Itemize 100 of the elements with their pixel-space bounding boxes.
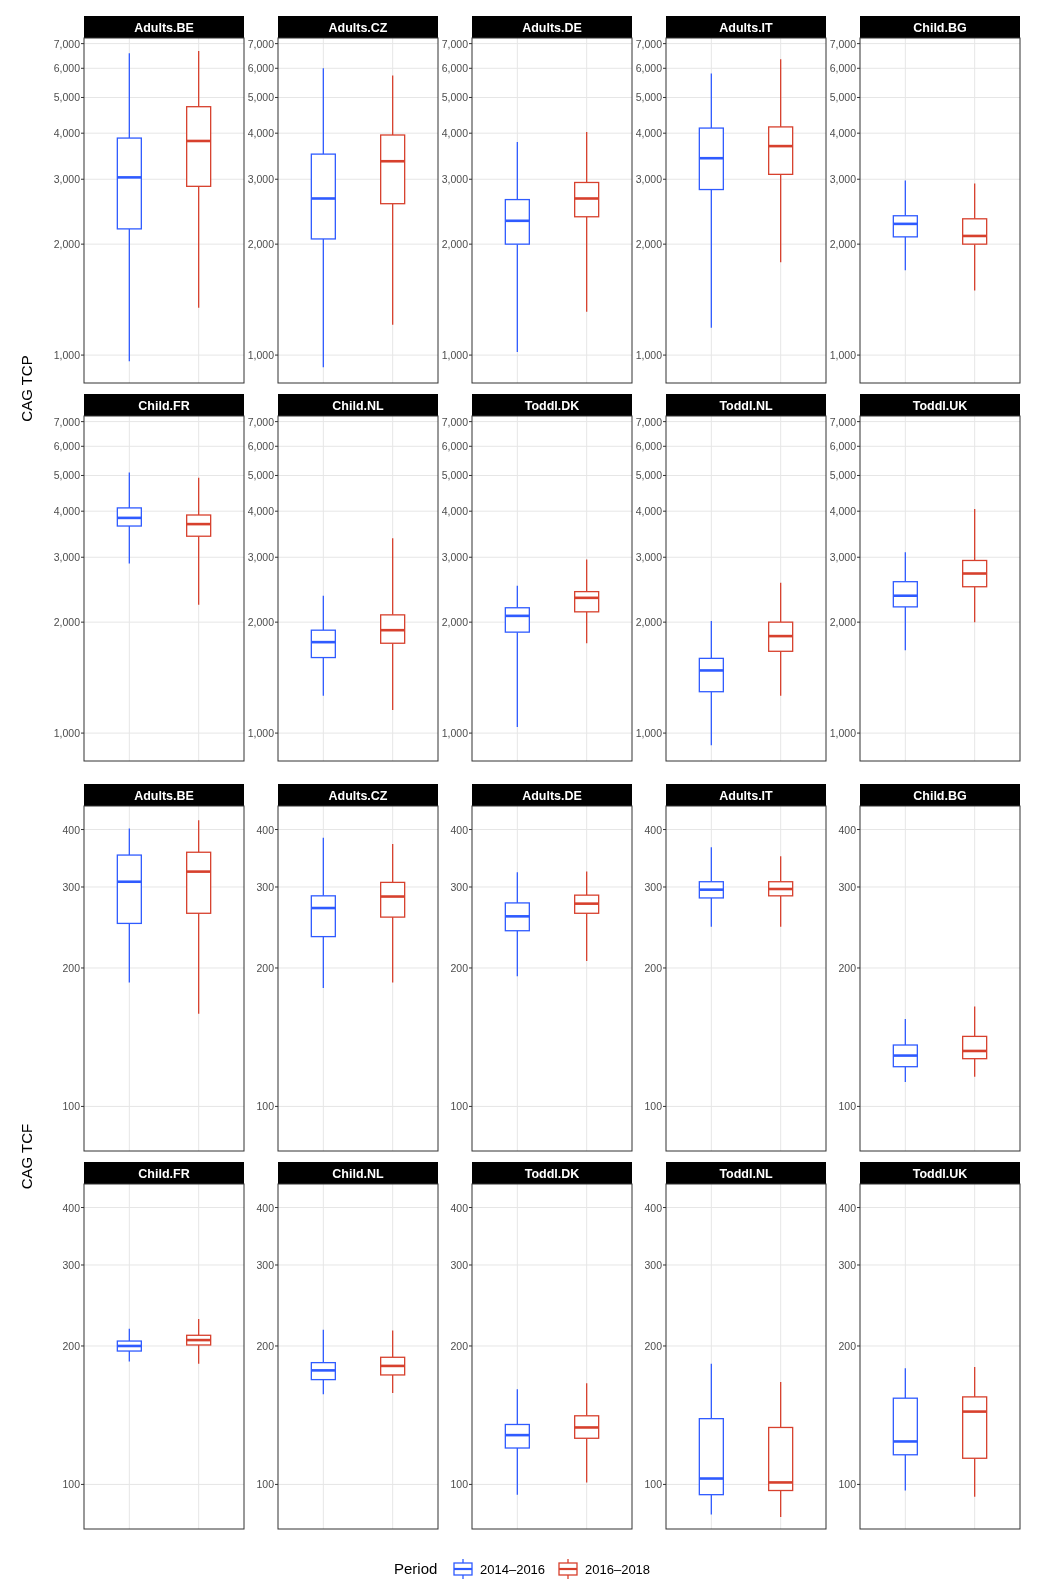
y-tick-label: 3,000 <box>635 551 663 564</box>
y-tick-label: 1,000 <box>635 349 663 362</box>
chart-title: Child.BG <box>913 788 967 803</box>
y-tick-label: 300 <box>62 1258 81 1271</box>
y-tick-label: 6,000 <box>635 440 663 453</box>
y-tick-label: 400 <box>644 1201 663 1214</box>
y-tick-label: 300 <box>838 1258 857 1271</box>
y-tick-label: 3,000 <box>53 173 81 186</box>
chart-title: Toddl.DK <box>524 1166 580 1181</box>
y-tick-label: 100 <box>838 1100 857 1113</box>
y-tick-label: 7,000 <box>53 37 81 50</box>
y-tick-label: 5,000 <box>247 91 275 104</box>
y-tick-label: 2,000 <box>53 616 81 629</box>
y-tick-label: 7,000 <box>441 415 469 428</box>
y-tick-label: 200 <box>450 961 469 974</box>
y-tick-label: 100 <box>256 1478 275 1491</box>
y-tick-label: 5,000 <box>829 91 857 104</box>
y-tick-label: 200 <box>644 1339 663 1352</box>
chart-title: Adults.DE <box>522 788 582 803</box>
y-tick-label: 400 <box>838 823 857 836</box>
chart-title: Child.BG <box>913 20 967 35</box>
y-tick-label: 6,000 <box>441 440 469 453</box>
y-tick-label: 400 <box>450 1201 469 1214</box>
y-tick-label: 5,000 <box>635 469 663 482</box>
chart-title: Child.NL <box>332 1166 385 1181</box>
y-tick-label: 3,000 <box>53 551 81 564</box>
y-tick-label: 2,000 <box>635 238 663 251</box>
chart-title: Toddl.NL <box>719 398 773 413</box>
y-tick-label: 100 <box>450 1478 469 1491</box>
y-tick-label: 100 <box>62 1100 81 1113</box>
chart-title: Toddl.DK <box>524 398 580 413</box>
y-tick-label: 7,000 <box>635 37 663 50</box>
y-tick-label: 300 <box>644 880 663 893</box>
y-tick-label: 4,000 <box>829 505 857 518</box>
y-tick-label: 2,000 <box>247 616 275 629</box>
y-tick-label: 100 <box>62 1478 81 1491</box>
y-tick-label: 6,000 <box>247 62 275 75</box>
y-tick-label: 7,000 <box>247 415 275 428</box>
y-tick-label: 1,000 <box>829 727 857 740</box>
y-tick-label: 5,000 <box>635 91 663 104</box>
y-tick-label: 4,000 <box>829 127 857 140</box>
y-tick-label: 400 <box>256 1201 275 1214</box>
y-tick-label: 3,000 <box>829 551 857 564</box>
y-tick-label: 6,000 <box>53 440 81 453</box>
y-tick-label: 5,000 <box>53 91 81 104</box>
y-tick-label: 7,000 <box>53 415 81 428</box>
y-tick-label: 1,000 <box>635 727 663 740</box>
y-tick-label: 300 <box>644 1258 663 1271</box>
y-tick-label: 300 <box>450 880 469 893</box>
y-tick-label: 4,000 <box>635 505 663 518</box>
legend-label: 2016–2018 <box>585 1562 651 1577</box>
legend-title: Period <box>394 1560 438 1577</box>
y-tick-label: 200 <box>256 961 275 974</box>
y-tick-label: 200 <box>838 1339 857 1352</box>
y-tick-label: 2,000 <box>441 616 469 629</box>
y-tick-label: 100 <box>256 1100 275 1113</box>
y-tick-label: 7,000 <box>247 37 275 50</box>
y-tick-label: 400 <box>62 823 81 836</box>
y-tick-label: 2,000 <box>829 238 857 251</box>
y-tick-label: 300 <box>256 880 275 893</box>
chart-title: Adults.CZ <box>328 788 388 803</box>
chart-title: Toddl.NL <box>719 1166 773 1181</box>
y-tick-label: 200 <box>256 1339 275 1352</box>
y-tick-label: 4,000 <box>635 127 663 140</box>
y-tick-label: 1,000 <box>247 727 275 740</box>
y-tick-label: 3,000 <box>635 173 663 186</box>
y-tick-label: 400 <box>838 1201 857 1214</box>
y-tick-label: 7,000 <box>441 37 469 50</box>
y-tick-label: 2,000 <box>247 238 275 251</box>
y-tick-label: 7,000 <box>635 415 663 428</box>
y-tick-label: 2,000 <box>441 238 469 251</box>
y-tick-label: 3,000 <box>247 551 275 564</box>
y-tick-label: 300 <box>450 1258 469 1271</box>
y-tick-label: 100 <box>838 1478 857 1491</box>
y-tick-label: 4,000 <box>247 127 275 140</box>
y-tick-label: 1,000 <box>829 349 857 362</box>
chart-title: Adults.DE <box>522 20 582 35</box>
y-tick-label: 400 <box>450 823 469 836</box>
chart-title: Adults.CZ <box>328 20 388 35</box>
y-tick-label: 5,000 <box>829 469 857 482</box>
y-tick-label: 100 <box>644 1100 663 1113</box>
y-tick-label: 7,000 <box>829 415 857 428</box>
y-tick-label: 4,000 <box>247 505 275 518</box>
y-tick-label: 2,000 <box>635 616 663 629</box>
y-tick-label: 400 <box>62 1201 81 1214</box>
y-tick-label: 2,000 <box>53 238 81 251</box>
y-tick-label: 3,000 <box>247 173 275 186</box>
y-tick-label: 200 <box>62 1339 81 1352</box>
y-tick-label: 100 <box>450 1100 469 1113</box>
y-tick-label: 2,000 <box>829 616 857 629</box>
y-tick-label: 200 <box>62 961 81 974</box>
legend-label: 2014–2016 <box>480 1562 546 1577</box>
y-tick-label: 200 <box>644 961 663 974</box>
y-tick-label: 100 <box>644 1478 663 1491</box>
chart-title: Toddl.UK <box>912 398 968 413</box>
y-tick-label: 1,000 <box>441 727 469 740</box>
y-tick-label: 3,000 <box>441 551 469 564</box>
y-tick-label: 6,000 <box>635 62 663 75</box>
y-tick-label: 1,000 <box>53 727 81 740</box>
y-tick-label: 300 <box>256 1258 275 1271</box>
